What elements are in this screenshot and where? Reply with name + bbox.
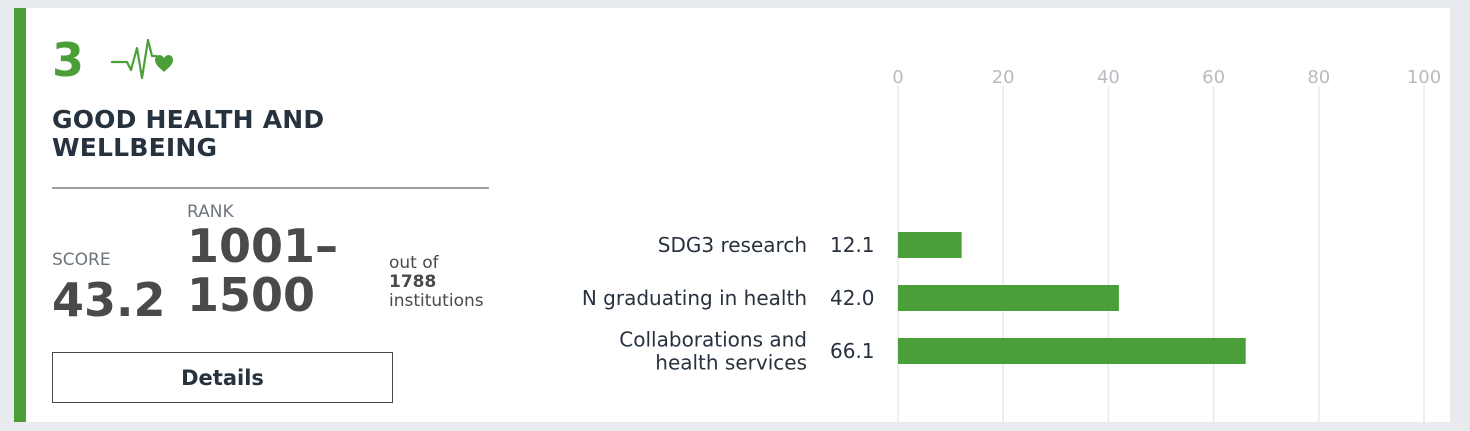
- goal-title: GOOD HEALTH AND WELLBEING: [52, 105, 325, 162]
- tick-label-20: 20: [992, 67, 1015, 88]
- indicator-bar-chart: 0 20 40 60 80 100 12.1 SDG3 research 42.0 N gradu…: [582, 67, 1441, 422]
- rank-value: 1001–1500: [187, 219, 339, 322]
- category-label-3: Collaborations and health services: [619, 328, 807, 375]
- sdg-card: 3 GOOD HEALTH AND WELLBEING SCORE 43.2 R…: [14, 8, 1450, 422]
- category-label-1: SDG3 research: [658, 233, 807, 257]
- value-label-3: 66.1: [830, 339, 875, 363]
- bar-2: [898, 285, 1119, 311]
- total-institutions: 1788: [389, 272, 437, 292]
- tick-label-100: 100: [1407, 67, 1441, 88]
- institutions-text: institutions: [389, 291, 484, 311]
- out-of-text: out of: [389, 253, 439, 273]
- details-button[interactable]: Details: [52, 352, 393, 403]
- rank-label: RANK: [187, 202, 234, 222]
- divider: [52, 187, 489, 189]
- tick-label-80: 80: [1307, 67, 1330, 88]
- bar-3: [898, 338, 1246, 364]
- tick-label-60: 60: [1202, 67, 1225, 88]
- rank-out-of: out of 1788 institutions: [389, 254, 484, 311]
- value-label-1: 12.1: [830, 233, 875, 257]
- value-label-2: 42.0: [830, 286, 875, 310]
- tick-label-40: 40: [1097, 67, 1120, 88]
- heartbeat-icon: [110, 36, 174, 82]
- tick-label-0: 0: [892, 67, 903, 88]
- score-value: 43.2: [52, 273, 166, 327]
- score-label: SCORE: [52, 250, 111, 270]
- goal-number: 3: [52, 33, 85, 87]
- bar-1: [898, 232, 962, 258]
- category-label-2: N graduating in health: [582, 286, 807, 310]
